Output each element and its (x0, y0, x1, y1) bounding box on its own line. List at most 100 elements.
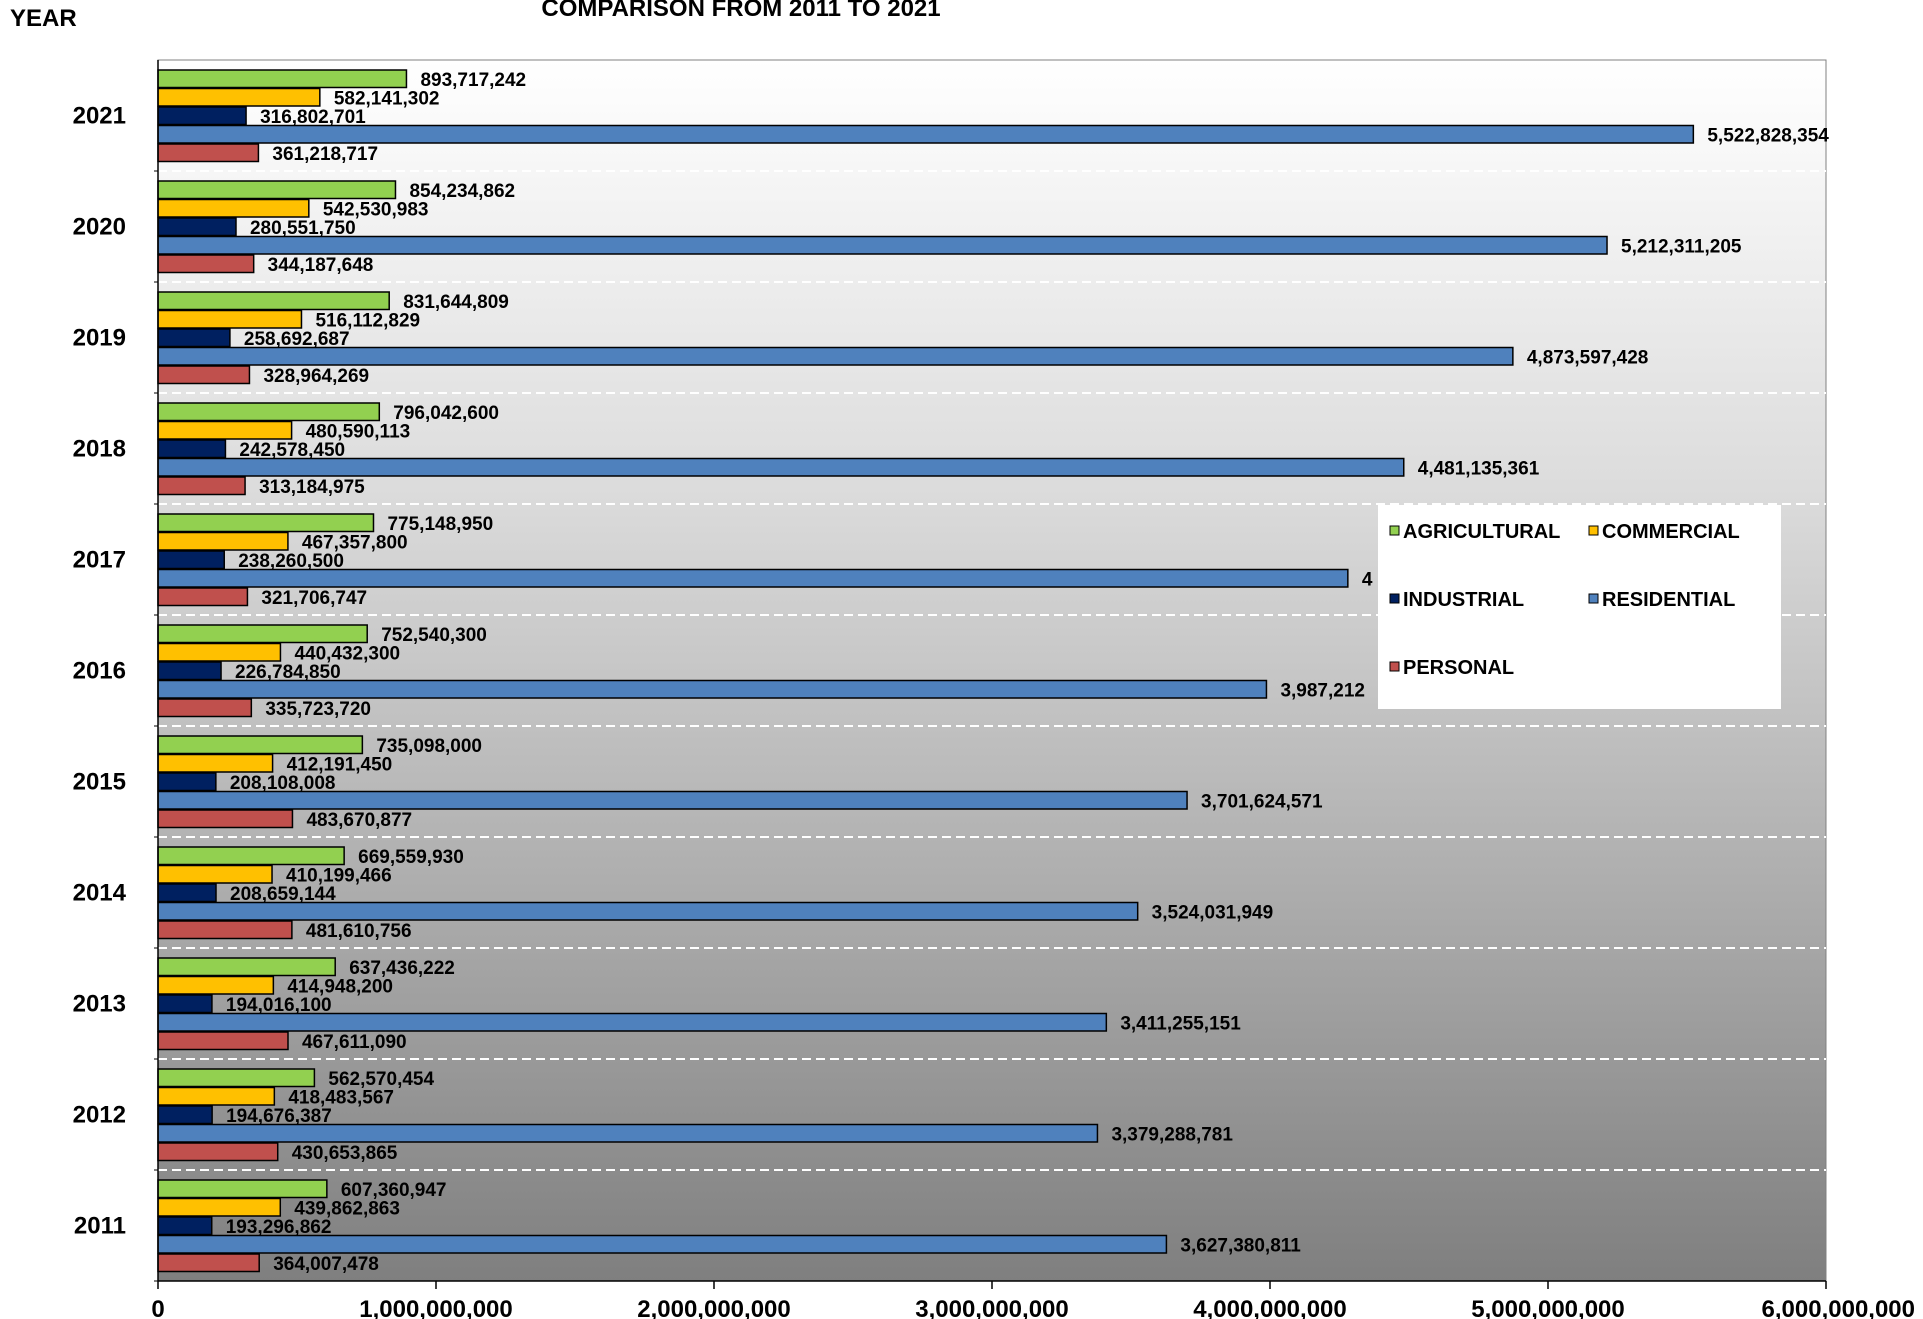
data-label: 313,184,975 (259, 477, 365, 498)
y-tick-label: 2020 (73, 214, 126, 241)
bar-residential-2014 (157, 901, 1139, 921)
bar-industrial-2012 (157, 1105, 213, 1125)
data-label: 440,432,300 (294, 643, 400, 664)
y-axis-title: YEAR (10, 5, 77, 32)
bar-residential-2019 (157, 346, 1514, 366)
data-label: 344,187,648 (268, 255, 374, 276)
data-label: 775,148,950 (387, 514, 493, 535)
data-label: 831,644,809 (403, 292, 509, 313)
bar-residential-2012 (157, 1123, 1099, 1143)
legend-label-personal: PERSONAL (1403, 657, 1514, 679)
data-label: 3,411,255,151 (1120, 1013, 1241, 1034)
bar-industrial-2021 (157, 106, 247, 126)
y-tick-label: 2018 (73, 436, 126, 463)
bars (157, 69, 1695, 1273)
data-label: 796,042,600 (393, 403, 499, 424)
bar-industrial-2019 (157, 328, 231, 348)
data-label: 607,360,947 (341, 1180, 447, 1201)
legend-label-agricultural: AGRICULTURAL (1403, 521, 1560, 543)
data-label: 335,723,720 (265, 699, 371, 720)
bar-industrial-2018 (157, 439, 227, 459)
data-label: 3,524,031,949 (1152, 902, 1274, 923)
data-label: 542,530,983 (323, 199, 429, 220)
y-tick-label: 2015 (73, 769, 126, 796)
bar-agricultural-2019 (157, 291, 390, 311)
bar-agricultural-2017 (157, 513, 375, 533)
bar-personal-2011 (157, 1253, 260, 1273)
bar-personal-2013 (157, 1031, 289, 1051)
bar-agricultural-2014 (157, 846, 345, 866)
x-tick-label: 3,000,000,000 (915, 1296, 1068, 1319)
bar-personal-2017 (157, 587, 249, 607)
axes: 2021 2020 2019 2018 2017 2016 2015 2014 2013 2012… (73, 60, 1915, 1319)
bar-commercial-2013 (157, 975, 275, 995)
data-label: 208,108,008 (230, 773, 336, 794)
y-tick-label: 2011 (74, 1213, 126, 1240)
bar-personal-2020 (157, 254, 255, 274)
data-label: 637,436,222 (349, 958, 455, 979)
bar-commercial-2019 (157, 309, 303, 329)
bar-personal-2014 (157, 920, 293, 940)
bar-residential-2013 (157, 1012, 1108, 1032)
x-tick-label: 0 (151, 1296, 164, 1319)
data-label: 3,701,624,571 (1201, 791, 1323, 812)
data-label: 5,212,311,205 (1621, 236, 1742, 257)
bar-personal-2019 (157, 365, 251, 385)
bar-agricultural-2020 (157, 180, 397, 200)
bar-agricultural-2011 (157, 1179, 328, 1199)
y-tick-label: 2014 (73, 880, 127, 907)
bar-commercial-2015 (157, 753, 274, 773)
data-label: 3,379,288,781 (1111, 1124, 1233, 1145)
bar-commercial-2016 (157, 642, 282, 662)
data-label: 3,987,212 (1280, 680, 1365, 701)
data-label: 467,611,090 (302, 1032, 407, 1053)
bar-personal-2012 (157, 1142, 279, 1162)
bar-residential-2016 (157, 679, 1268, 699)
data-label: 194,016,100 (226, 995, 332, 1016)
data-label: 414,948,200 (287, 976, 393, 997)
data-label: 412,191,450 (287, 754, 393, 775)
bar-agricultural-2021 (157, 69, 408, 89)
legend-label-commercial: COMMERCIAL (1602, 521, 1740, 543)
bar-residential-2017 (157, 568, 1349, 588)
x-tick-label: 6,000,000,000 (1762, 1296, 1915, 1319)
data-label: 516,112,829 (315, 310, 420, 331)
data-label: 752,540,300 (381, 625, 487, 646)
legend-swatch-commercial (1588, 525, 1599, 536)
legend: AGRICULTURAL COMMERCIAL INDUSTRIAL RESIDENT… (1378, 505, 1781, 709)
data-label: 582,141,302 (334, 88, 440, 109)
data-label: 410,199,466 (286, 865, 392, 886)
bar-residential-2020 (157, 235, 1608, 255)
bar-industrial-2013 (157, 994, 213, 1014)
bar-agricultural-2018 (157, 402, 381, 422)
x-tick-label: 5,000,000,000 (1471, 1296, 1624, 1319)
y-tick-label: 2017 (73, 547, 126, 574)
data-label: 418,483,567 (288, 1087, 394, 1108)
bar-commercial-2021 (157, 87, 321, 107)
bar-residential-2011 (157, 1234, 1168, 1254)
bar-commercial-2012 (157, 1086, 276, 1106)
bar-agricultural-2013 (157, 957, 336, 977)
legend-label-residential: RESIDENTIAL (1602, 589, 1735, 611)
grid-lines (158, 170, 1826, 1171)
bar-agricultural-2012 (157, 1068, 316, 1088)
y-tick-label: 2016 (73, 658, 126, 685)
bar-industrial-2015 (157, 772, 217, 792)
data-label: 238,260,500 (238, 551, 344, 572)
bar-residential-2018 (157, 457, 1405, 477)
data-label: 854,234,862 (409, 181, 515, 202)
data-label: 483,670,877 (306, 810, 412, 831)
data-label: 316,802,701 (260, 107, 366, 128)
y-tick-label: 2013 (73, 991, 126, 1018)
bar-commercial-2017 (157, 531, 289, 551)
data-label: 430,653,865 (292, 1143, 398, 1164)
bar-residential-2021 (157, 124, 1695, 144)
data-label: 258,692,687 (244, 329, 350, 350)
bar-commercial-2011 (157, 1197, 282, 1217)
bar-residential-2015 (157, 790, 1188, 810)
data-label: 361,218,717 (272, 144, 378, 165)
data-label: 242,578,450 (239, 440, 345, 461)
data-label: 364,007,478 (273, 1254, 379, 1275)
